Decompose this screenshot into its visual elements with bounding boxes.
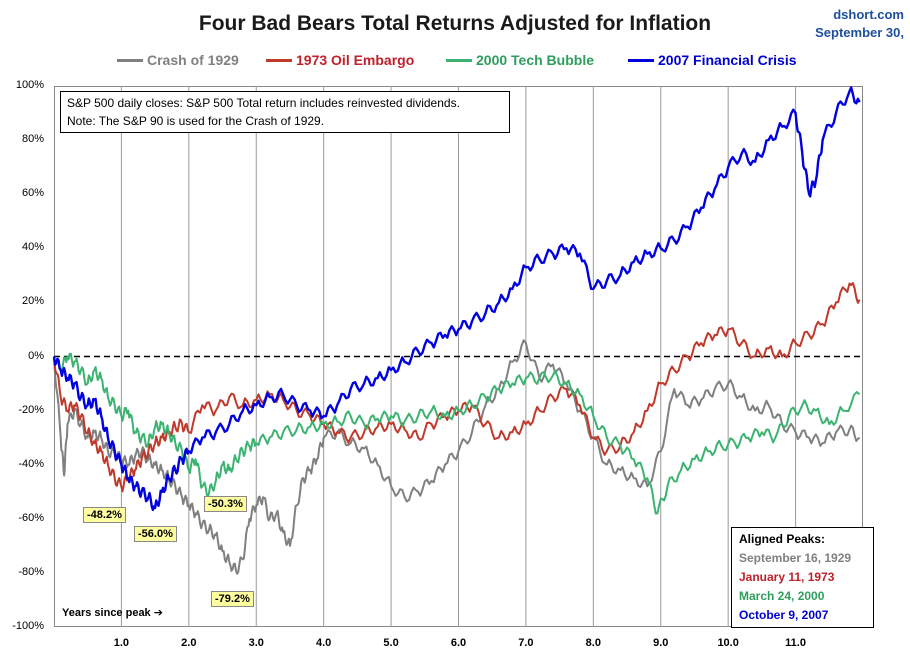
series-line-1973 <box>53 282 861 493</box>
y-tick-label: 80% <box>21 133 44 146</box>
callout-2007-low: -56.0% <box>134 526 177 542</box>
x-tick-label: 1.0 <box>113 637 130 649</box>
y-tick-label: 0% <box>28 349 44 362</box>
legend-item-1973: 1973 Oil Embargo <box>266 52 414 68</box>
legend-item-2000: 2000 Tech Bubble <box>446 52 594 68</box>
source-date: September 30, <box>815 25 904 40</box>
y-tick-label: -40% <box>18 457 44 470</box>
note-line-2: Note: The S&P 90 is used for the Crash o… <box>67 114 325 128</box>
x-tick-label: 3.0 <box>248 637 264 649</box>
legend-label-1973: 1973 Oil Embargo <box>296 52 415 68</box>
x-tick-label: 4.0 <box>316 637 332 649</box>
y-tick-label: 100% <box>15 79 44 91</box>
callout-2000-low: -50.3% <box>204 496 247 512</box>
aligned-peaks-heading: Aligned Peaks: <box>739 532 826 546</box>
callout-1973-low: -48.2% <box>83 507 126 523</box>
x-tick-label: 8.0 <box>585 637 601 649</box>
y-tick-label: -100% <box>12 620 44 632</box>
legend-label-2007: 2007 Financial Crisis <box>658 52 797 68</box>
note-line-1: S&P 500 daily closes: S&P 500 Total retu… <box>67 96 460 110</box>
chart-title: Four Bad Bears Total Returns Adjusted fo… <box>198 12 712 35</box>
legend-swatch-1973 <box>266 58 292 62</box>
callout-1929-low: -79.2% <box>211 591 254 607</box>
y-tick-label: -60% <box>18 511 44 524</box>
peak-1929: September 16, 1929 <box>739 551 852 565</box>
legend-label-2000: 2000 Tech Bubble <box>476 52 595 68</box>
source-credit: dshort.com September 30, <box>815 6 904 42</box>
y-tick-label: -20% <box>18 403 44 416</box>
source-site: dshort.com <box>833 7 904 22</box>
grid-lines <box>120 86 797 627</box>
peak-2000: March 24, 2000 <box>739 589 825 603</box>
y-tick-label: 60% <box>21 187 44 200</box>
legend-item-1929: Crash of 1929 <box>117 52 239 68</box>
series-lines <box>52 86 861 575</box>
legend-swatch-2000 <box>446 58 472 62</box>
aligned-peaks-box: Aligned Peaks: September 16, 1929 Januar… <box>731 527 874 628</box>
legend-label-1929: Crash of 1929 <box>147 52 239 68</box>
x-tick-label: 6.0 <box>450 637 467 649</box>
series-line-1929 <box>53 339 861 575</box>
legend-item-2007: 2007 Financial Crisis <box>628 52 797 68</box>
series-line-2007 <box>52 86 861 512</box>
legend-swatch-2007 <box>628 58 654 62</box>
x-tick-label: 2.0 <box>181 637 197 649</box>
x-tick-label: 9.0 <box>653 637 669 649</box>
y-tick-label: 40% <box>21 241 44 254</box>
x-tick-label: 11.0 <box>785 637 806 649</box>
chart-legend: Crash of 1929 1973 Oil Embargo 2000 Tech… <box>0 52 910 72</box>
y-tick-label: 20% <box>21 295 44 308</box>
peak-1973: January 11, 1973 <box>739 570 835 584</box>
note-box: S&P 500 daily closes: S&P 500 Total retu… <box>60 91 510 133</box>
x-tick-label: 7.0 <box>518 637 534 649</box>
y-tick-label: -80% <box>18 565 44 578</box>
x-tick-label: 5.0 <box>383 637 399 649</box>
peak-2007: October 9, 2007 <box>739 608 829 622</box>
x-axis-label: Years since peak ➔ <box>62 607 163 619</box>
x-tick-label: 10.0 <box>717 637 739 649</box>
legend-swatch-1929 <box>117 58 143 62</box>
series-line-2000 <box>53 352 861 515</box>
